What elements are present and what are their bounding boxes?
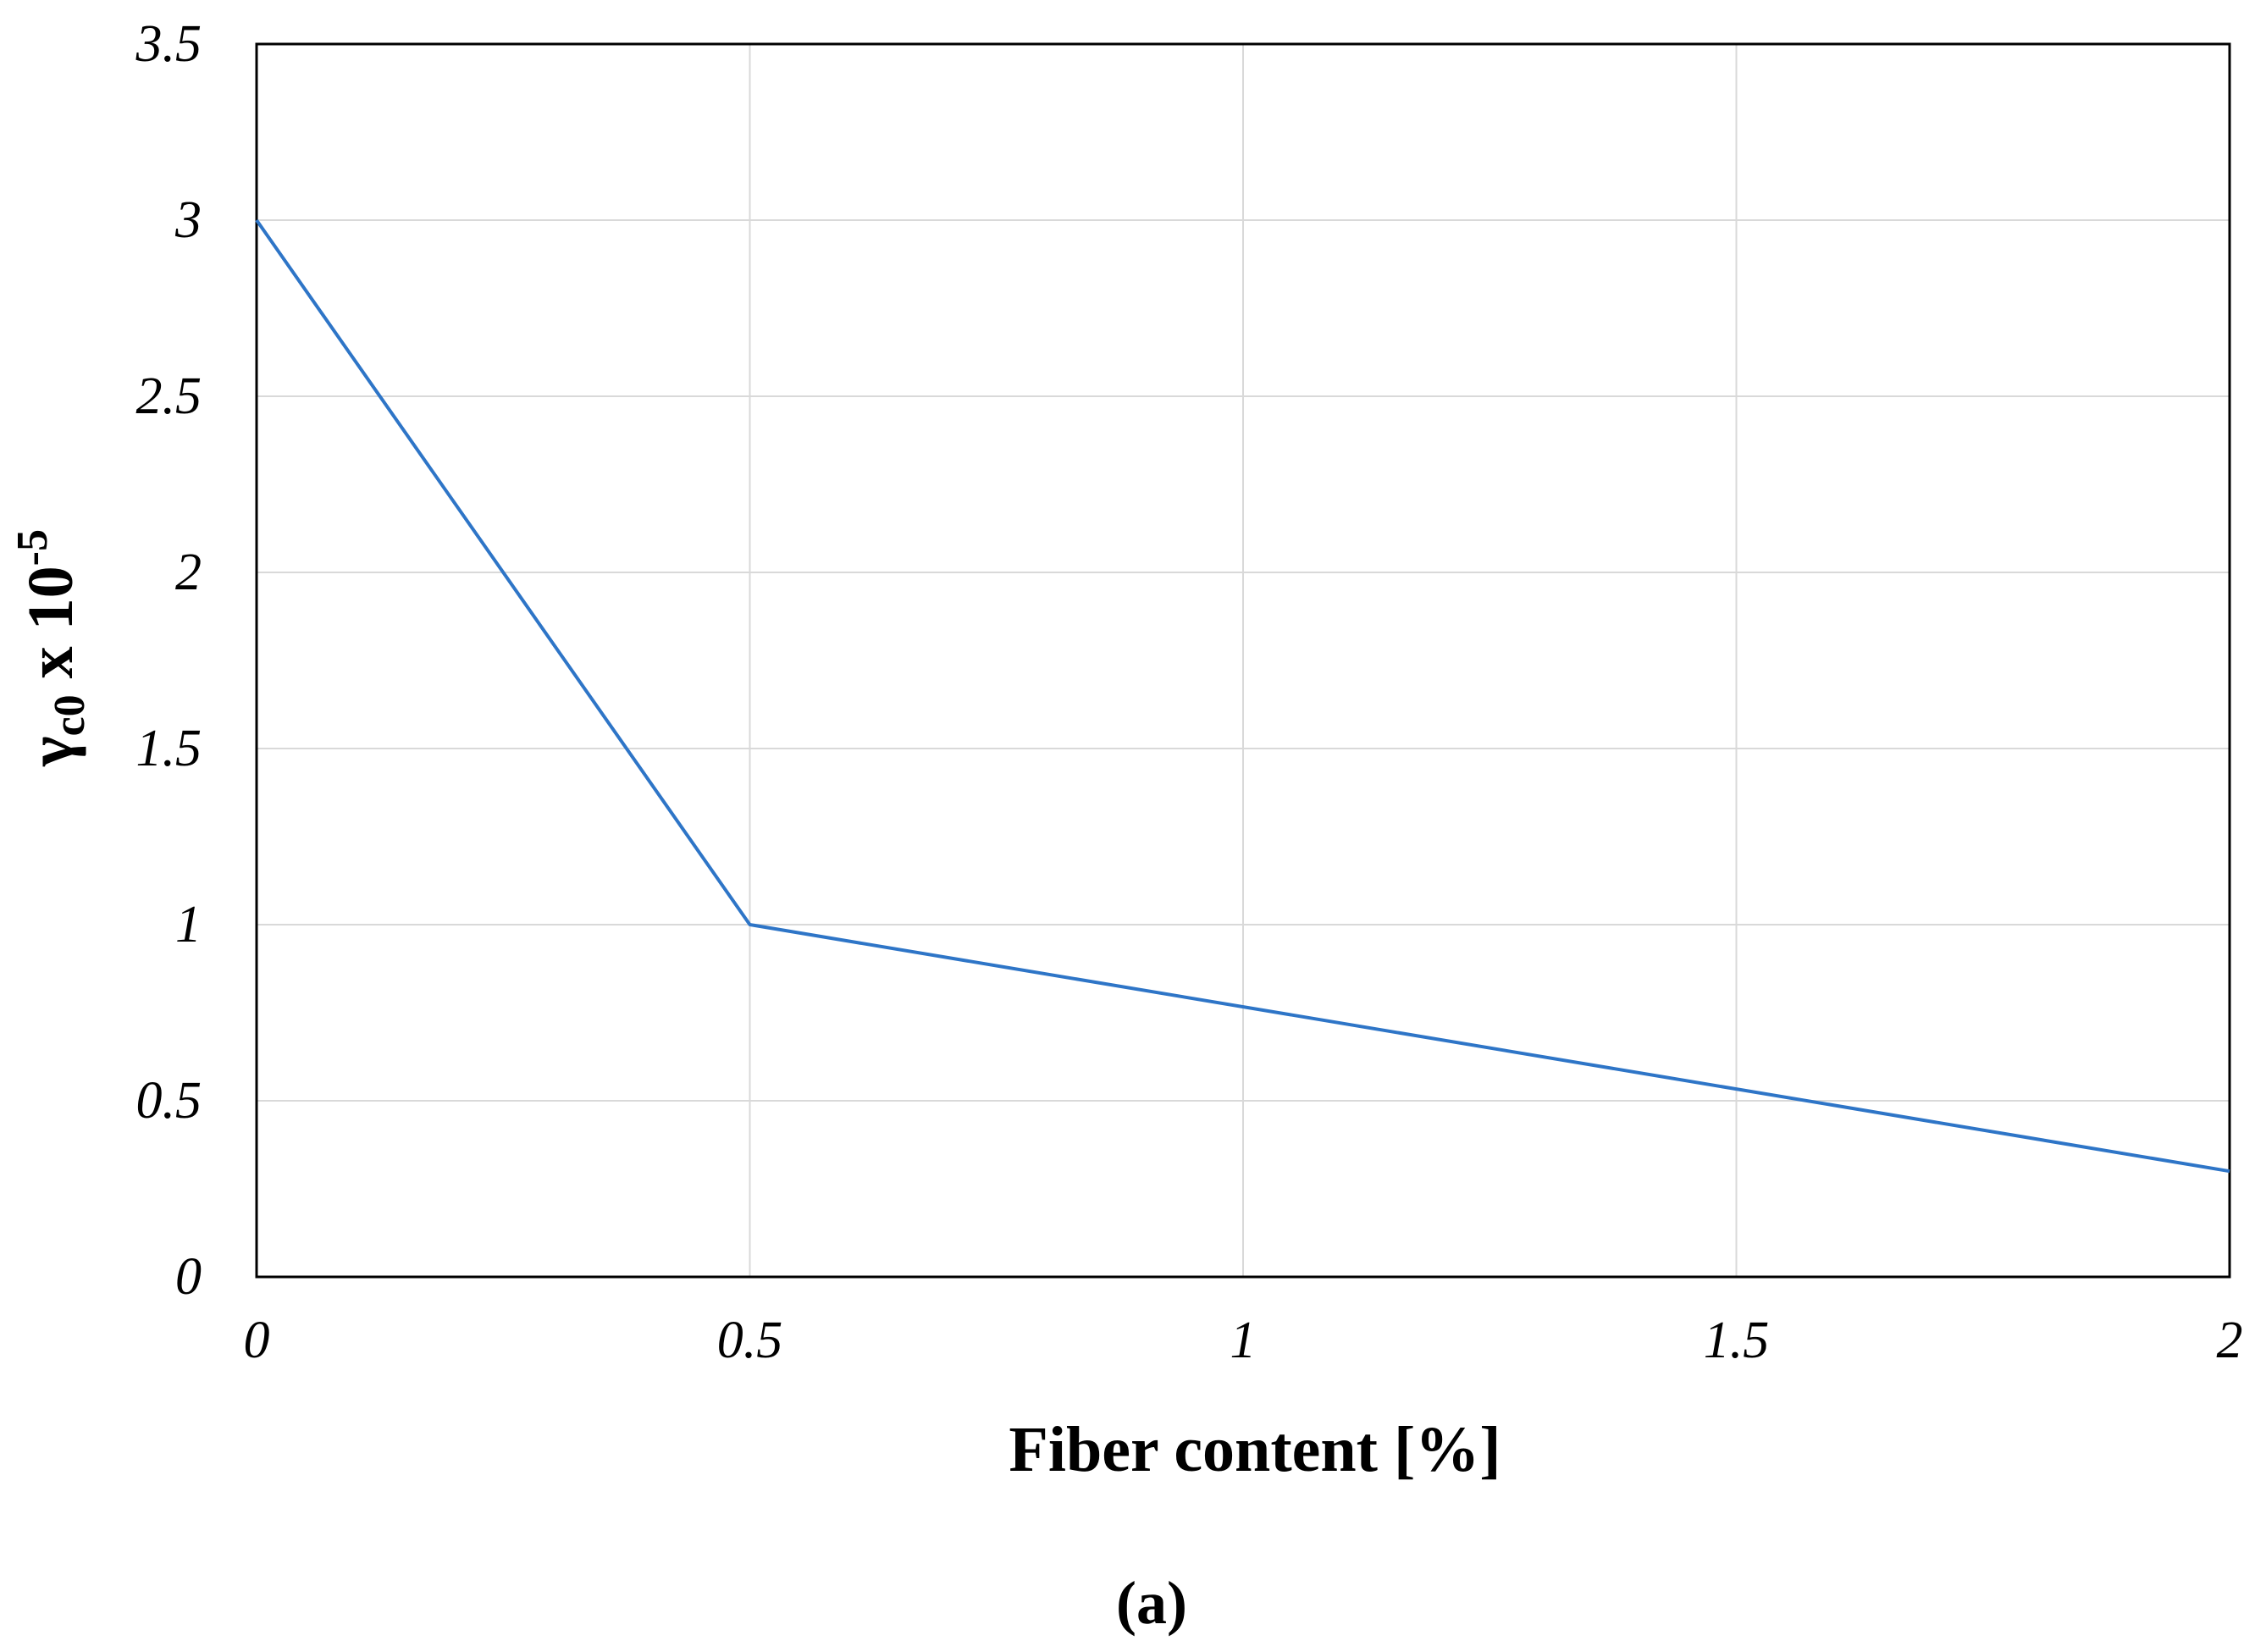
plot-area-frame	[255, 42, 2231, 1279]
x-tick-label: 1	[1230, 1312, 1257, 1369]
y-tick-label: 3.5	[135, 15, 202, 73]
y-tick-label: 0	[175, 1248, 202, 1306]
y-tick-label: 1.5	[136, 720, 202, 777]
y-axis-title-symbol: γ	[15, 736, 86, 767]
panel-label: (a)	[1116, 1569, 1187, 1637]
x-axis-tick-labels: 0 0.5 1 1.5 2	[244, 1312, 2243, 1369]
y-tick-label: 2.5	[136, 367, 202, 425]
x-tick-label: 1.5	[1704, 1312, 1770, 1369]
y-tick-label: 2	[175, 544, 202, 601]
y-axis-tick-labels: 0 0.5 1 1.5 2 2.5 3 3.5	[135, 15, 202, 1306]
y-tick-label: 3	[174, 191, 202, 249]
gridlines	[257, 44, 2230, 1277]
series-layer	[255, 218, 2230, 1174]
y-axis-title-subscript: c0	[46, 694, 94, 736]
y-tick-label: 1	[175, 896, 202, 953]
x-tick-label: 2	[2217, 1312, 2243, 1369]
x-tick-label: 0	[244, 1312, 270, 1369]
y-axis-title-multiplier: x 10	[15, 566, 86, 694]
x-axis-title: Fiber content [%]	[1009, 1414, 1501, 1485]
y-tick-label: 0.5	[136, 1072, 202, 1130]
y-axis-title: γc0 x 10-5	[8, 529, 94, 767]
y-axis-title-exponent: -5	[8, 529, 57, 566]
x-tick-label: 0.5	[717, 1312, 783, 1369]
